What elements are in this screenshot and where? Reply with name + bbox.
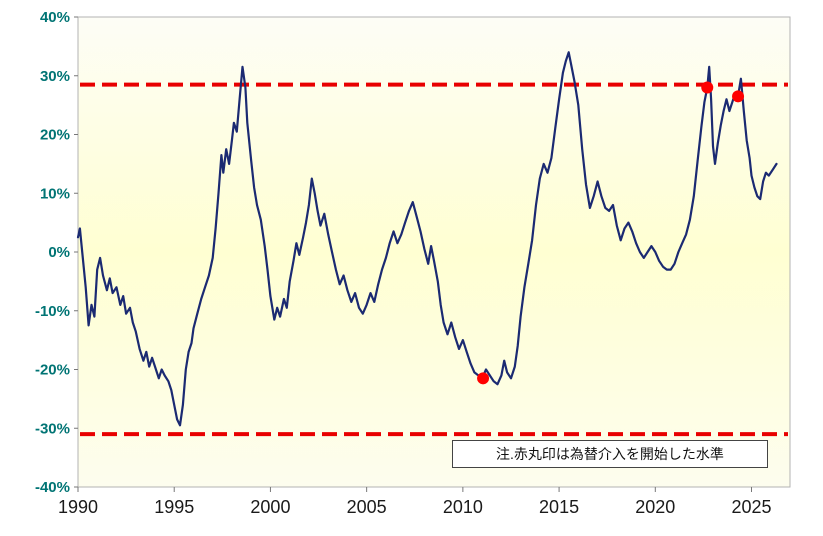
y-axis-label: -30%	[35, 420, 70, 437]
x-axis-label: 1990	[58, 497, 98, 517]
x-axis-label: 2005	[347, 497, 387, 517]
deviation-line	[76, 51, 778, 427]
y-axis-label: 30%	[40, 68, 70, 85]
x-axis-label: 2000	[250, 497, 290, 517]
y-axis-label: 0%	[48, 244, 70, 261]
y-axis-label: -40%	[35, 479, 70, 496]
y-axis-label: 40%	[40, 9, 70, 26]
intervention-marker	[701, 81, 714, 94]
y-axis-label: -20%	[35, 362, 70, 379]
x-axis-label: 2010	[443, 497, 483, 517]
chart-note-text: 注.赤丸印は為替介入を開始した水準	[496, 446, 724, 462]
x-axis-label: 2015	[539, 497, 579, 517]
x-axis-label: 2025	[731, 497, 771, 517]
y-axis-label: -10%	[35, 303, 70, 320]
x-axis-label: 1995	[154, 497, 194, 517]
chart-note: 注.赤丸印は為替介入を開始した水準	[452, 440, 768, 469]
x-axis-label: 2020	[635, 497, 675, 517]
intervention-marker	[732, 90, 745, 103]
y-axis-label: 20%	[40, 127, 70, 144]
y-axis-label: 10%	[40, 185, 70, 202]
plot-area	[77, 16, 791, 488]
intervention-marker	[477, 372, 490, 385]
